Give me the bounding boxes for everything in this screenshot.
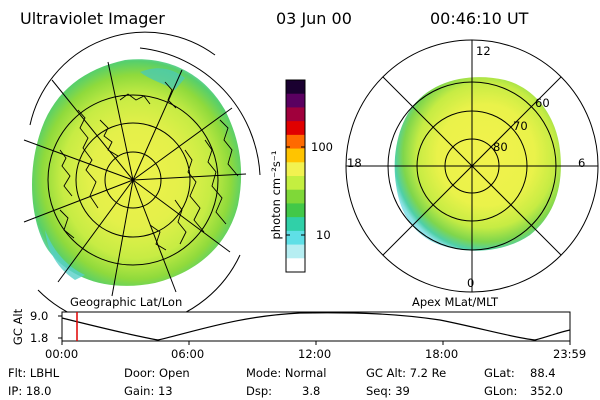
status-dsp-label: Dsp: — [246, 384, 273, 398]
colorbar-segment — [286, 148, 305, 163]
mlt-label-18: 18 — [347, 156, 362, 170]
magnetic-map — [345, 39, 599, 293]
colorbar-unit-label: photon cm⁻²s⁻¹ — [269, 150, 283, 240]
colorbar-tick-10: 10 — [316, 228, 331, 242]
orbit-ytick-bottom: 1.8 — [30, 331, 49, 345]
colorbar-segment — [286, 217, 305, 232]
image-date: 03 Jun 00 — [276, 9, 352, 28]
colorbar-tick-100: 100 — [311, 140, 333, 154]
status-gc-alt: GC Alt: 7.2 Re — [366, 366, 447, 380]
status-filter: Flt: LBHL — [8, 366, 60, 380]
status-gain: Gain: 13 — [124, 384, 173, 398]
status-glat-value: 88.4 — [530, 366, 556, 380]
status-dsp-value: 3.8 — [302, 384, 321, 398]
orbit-plot — [58, 311, 571, 345]
image-time: 00:46:10 UT — [430, 9, 529, 28]
mlt-label-6: 6 — [578, 156, 586, 170]
status-mode: Mode: Normal — [246, 366, 327, 380]
status-glon-label: GLon: — [484, 384, 518, 398]
orbit-xtick-2359: 23:59 — [553, 347, 587, 361]
right-panel-caption: Apex MLat/MLT — [412, 295, 499, 309]
colorbar-segment — [286, 162, 305, 177]
altitude-curve — [61, 312, 571, 341]
mlt-label-0: 0 — [467, 276, 475, 290]
mlat-label-70: 70 — [513, 119, 528, 133]
orbit-xtick-0000: 00:00 — [45, 347, 79, 361]
orbit-xtick-0600: 06:00 — [171, 347, 205, 361]
colorbar-segment — [286, 230, 305, 246]
mlat-label-80: 80 — [493, 140, 508, 154]
colorbar-segment — [286, 107, 305, 122]
colorbar-segment — [286, 80, 305, 95]
colorbar — [285, 79, 306, 273]
orbit-ytick-top: 9.0 — [30, 309, 49, 323]
colorbar-segment — [286, 258, 305, 273]
orbit-ylabel: GC Alt — [11, 308, 25, 346]
status-glon-value: 352.0 — [530, 384, 563, 398]
orbit-xtick-1800: 18:00 — [425, 347, 459, 361]
status-seq: Seq: 39 — [366, 384, 410, 398]
colorbar-segment — [286, 189, 305, 205]
instrument-title: Ultraviolet Imager — [20, 9, 165, 28]
colorbar-segment — [286, 93, 305, 109]
status-door: Door: Open — [124, 366, 190, 380]
colorbar-segment — [286, 176, 305, 191]
mlat-label-60: 60 — [535, 96, 550, 110]
geographic-map — [23, 31, 261, 328]
colorbar-segment — [286, 244, 305, 259]
status-glat-label: GLat: — [484, 366, 515, 380]
mlt-label-12: 12 — [476, 44, 491, 58]
colorbar-segment — [286, 121, 305, 136]
colorbar-segment — [286, 203, 305, 218]
status-ip: IP: 18.0 — [8, 384, 52, 398]
orbit-xtick-1200: 12:00 — [298, 347, 332, 361]
left-panel-caption: Geographic Lat/Lon — [70, 295, 183, 309]
colorbar-segment — [286, 134, 305, 150]
